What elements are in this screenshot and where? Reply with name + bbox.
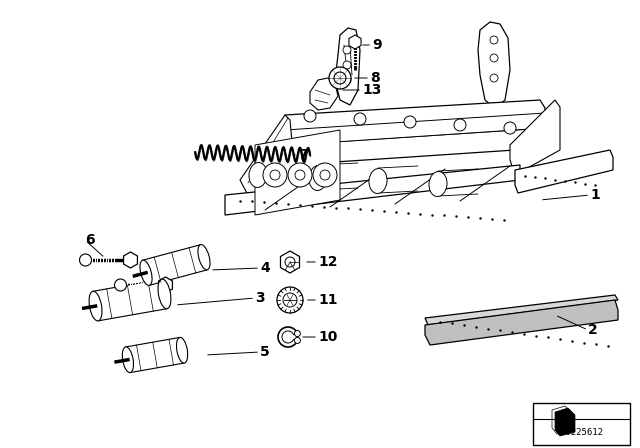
Polygon shape xyxy=(240,115,295,195)
Circle shape xyxy=(295,170,305,180)
Polygon shape xyxy=(478,22,510,108)
Text: 5: 5 xyxy=(260,345,269,359)
Circle shape xyxy=(79,254,92,266)
Text: 00225612: 00225612 xyxy=(560,427,603,436)
Text: 13: 13 xyxy=(362,83,381,97)
Circle shape xyxy=(490,54,498,62)
Ellipse shape xyxy=(177,337,188,363)
Text: 7: 7 xyxy=(298,148,308,162)
Ellipse shape xyxy=(369,168,387,194)
Ellipse shape xyxy=(140,260,152,285)
Ellipse shape xyxy=(429,172,447,197)
Ellipse shape xyxy=(89,291,102,321)
Text: 9: 9 xyxy=(372,38,381,52)
Circle shape xyxy=(504,122,516,134)
Ellipse shape xyxy=(198,245,210,270)
Text: 10: 10 xyxy=(318,330,337,344)
Text: 4: 4 xyxy=(260,261,269,275)
Circle shape xyxy=(320,170,330,180)
Text: 1: 1 xyxy=(590,188,600,202)
Circle shape xyxy=(343,76,351,84)
Circle shape xyxy=(334,72,346,84)
Circle shape xyxy=(490,36,498,44)
Bar xyxy=(533,403,630,445)
Text: 8: 8 xyxy=(370,71,380,85)
Polygon shape xyxy=(283,100,545,135)
Circle shape xyxy=(277,287,303,313)
Circle shape xyxy=(454,119,466,131)
Polygon shape xyxy=(159,277,172,293)
Circle shape xyxy=(490,74,498,82)
Polygon shape xyxy=(555,408,575,436)
Ellipse shape xyxy=(122,347,134,373)
Polygon shape xyxy=(285,113,545,145)
Polygon shape xyxy=(255,130,340,215)
Circle shape xyxy=(354,113,366,125)
Ellipse shape xyxy=(158,279,171,309)
Circle shape xyxy=(294,331,300,336)
Circle shape xyxy=(343,46,351,54)
Circle shape xyxy=(285,257,295,267)
Polygon shape xyxy=(552,406,572,434)
Polygon shape xyxy=(225,165,520,215)
Circle shape xyxy=(404,116,416,128)
Polygon shape xyxy=(515,150,613,193)
Circle shape xyxy=(329,67,351,89)
Text: 12: 12 xyxy=(318,255,337,269)
Circle shape xyxy=(304,110,316,122)
Polygon shape xyxy=(425,300,618,345)
Polygon shape xyxy=(124,252,138,268)
Text: 2: 2 xyxy=(588,323,598,337)
Polygon shape xyxy=(335,28,360,105)
Circle shape xyxy=(313,163,337,187)
Polygon shape xyxy=(125,337,184,373)
Text: 3: 3 xyxy=(255,291,264,305)
Circle shape xyxy=(288,163,312,187)
Polygon shape xyxy=(425,295,618,325)
Circle shape xyxy=(294,337,300,344)
Polygon shape xyxy=(310,78,338,110)
Polygon shape xyxy=(280,251,300,273)
Polygon shape xyxy=(349,35,361,49)
Circle shape xyxy=(270,170,280,180)
Polygon shape xyxy=(283,128,545,165)
Circle shape xyxy=(263,163,287,187)
Ellipse shape xyxy=(249,163,267,187)
Circle shape xyxy=(343,61,351,69)
Polygon shape xyxy=(93,279,167,321)
Circle shape xyxy=(283,293,297,307)
Circle shape xyxy=(115,279,127,291)
Text: 11: 11 xyxy=(318,293,337,307)
Polygon shape xyxy=(143,245,207,285)
Ellipse shape xyxy=(309,165,327,190)
Polygon shape xyxy=(510,100,560,175)
Text: 6: 6 xyxy=(85,233,95,247)
